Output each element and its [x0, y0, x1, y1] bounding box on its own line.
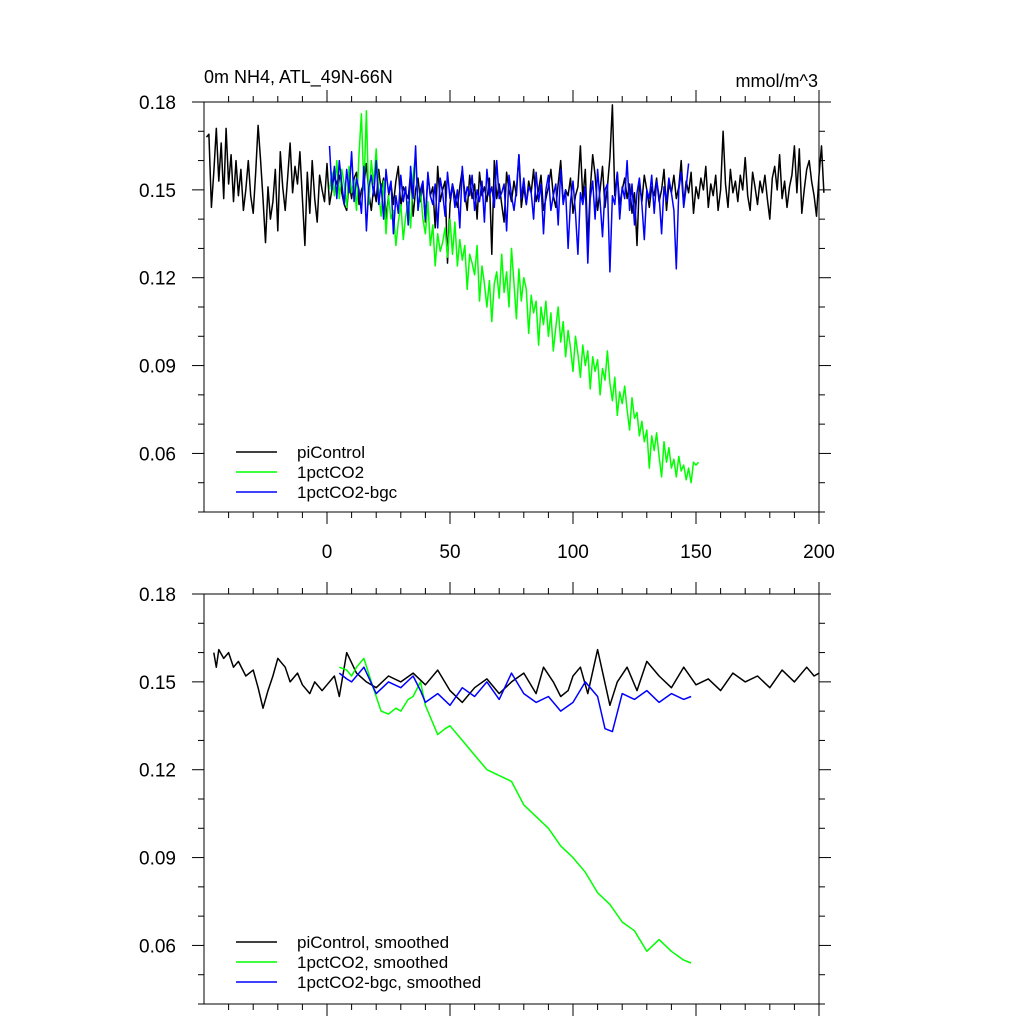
bottom-panel: 0.18 0.15 0.12 0.09 0.06 piControl, smoothed… [139, 582, 831, 1016]
y-tick-label: 0.06 [139, 444, 176, 465]
y-tick-label: 0.06 [139, 936, 176, 957]
legend-label: 1pctCO2, smoothed [297, 953, 448, 972]
bottom-axis-ticks [192, 582, 831, 1016]
legend-label: piControl [297, 443, 365, 462]
series-line-1pctco2-bgc-smoothed [338, 666, 692, 733]
legend-label: 1pctCO2-bgc [297, 483, 398, 502]
y-tick-label: 0.09 [139, 849, 176, 870]
top-plot-frame [203, 101, 820, 513]
y-tick-label: 0.09 [139, 357, 176, 378]
top-panel: 0m NH4, ATL_49N-66N mmol/m^3 0.180.150.1… [139, 67, 835, 563]
series-line-picontrol [205, 104, 825, 264]
x-tick-label: 100 [557, 542, 589, 563]
y-tick-label: 0.12 [139, 761, 176, 782]
x-tick-label: 0 [322, 542, 333, 563]
x-tick-label: 200 [803, 542, 835, 563]
bottom-tick-labels: 0.18 0.15 0.12 0.09 0.06 [139, 585, 176, 957]
bottom-series [213, 648, 820, 964]
bottom-plot-frame [203, 593, 820, 1005]
y-tick-label: 0.15 [139, 673, 176, 694]
chart-title: 0m NH4, ATL_49N-66N [204, 67, 393, 88]
x-tick-label: 50 [439, 542, 460, 563]
series-line-1pctco2-bgc [328, 145, 690, 273]
top-axis-ticks [192, 90, 831, 524]
top-tick-labels: 0.18 0.15 0.12 0.09 0.06 0 50 100 150 200 [139, 93, 835, 563]
y-tick-label: 0.18 [139, 93, 176, 114]
y-tick-label: 0.18 [139, 585, 176, 606]
legend-label: 1pctCO2 [297, 463, 364, 482]
top-series [205, 104, 825, 484]
series-line-1pctco2-smoothed [339, 657, 692, 964]
legend-label: 1pctCO2-bgc, smoothed [297, 973, 481, 992]
x-tick-label: 150 [680, 542, 712, 563]
units-label: mmol/m^3 [736, 71, 818, 91]
series-line-1pctco2 [328, 110, 700, 484]
legend-label: piControl, smoothed [297, 933, 449, 952]
y-tick-label: 0.12 [139, 269, 176, 290]
series-line-picontrol-smoothed [213, 648, 820, 709]
y-tick-label: 0.15 [139, 181, 176, 202]
